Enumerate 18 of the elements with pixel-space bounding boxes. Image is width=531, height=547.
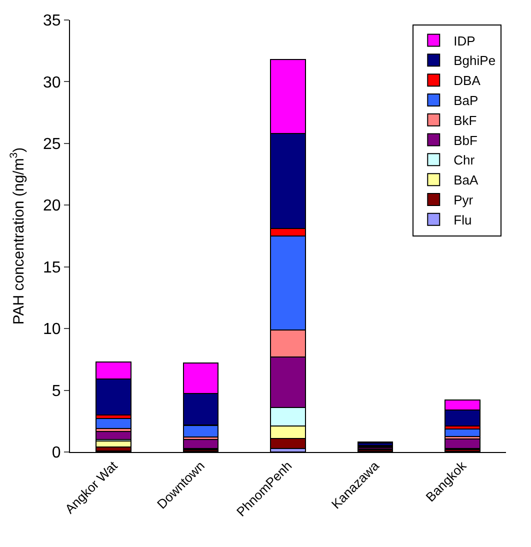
legend-label: IDP: [454, 33, 476, 48]
y-tick-label: 25: [43, 136, 61, 154]
y-tick-label: 15: [43, 259, 61, 276]
y-tick-label: 0: [52, 444, 61, 462]
y-tick-label: 30: [43, 74, 61, 92]
y-tick-label: 35: [43, 12, 61, 30]
y-tick-label: 10: [43, 321, 61, 338]
legend-label: Pyr: [454, 192, 474, 208]
legend-label: BaP: [454, 93, 478, 108]
legend-label: BaA: [454, 172, 479, 188]
legend-label: BbF: [454, 132, 478, 148]
y-tick-label: 5: [52, 382, 61, 400]
y-tick-label: 20: [43, 198, 61, 215]
legend-label: BkF: [454, 112, 477, 128]
legend-label: DBA: [454, 73, 481, 88]
legend-label: Flu: [454, 212, 472, 228]
legend-label: Chr: [454, 152, 476, 168]
legend-label: BghiPe: [454, 53, 496, 68]
